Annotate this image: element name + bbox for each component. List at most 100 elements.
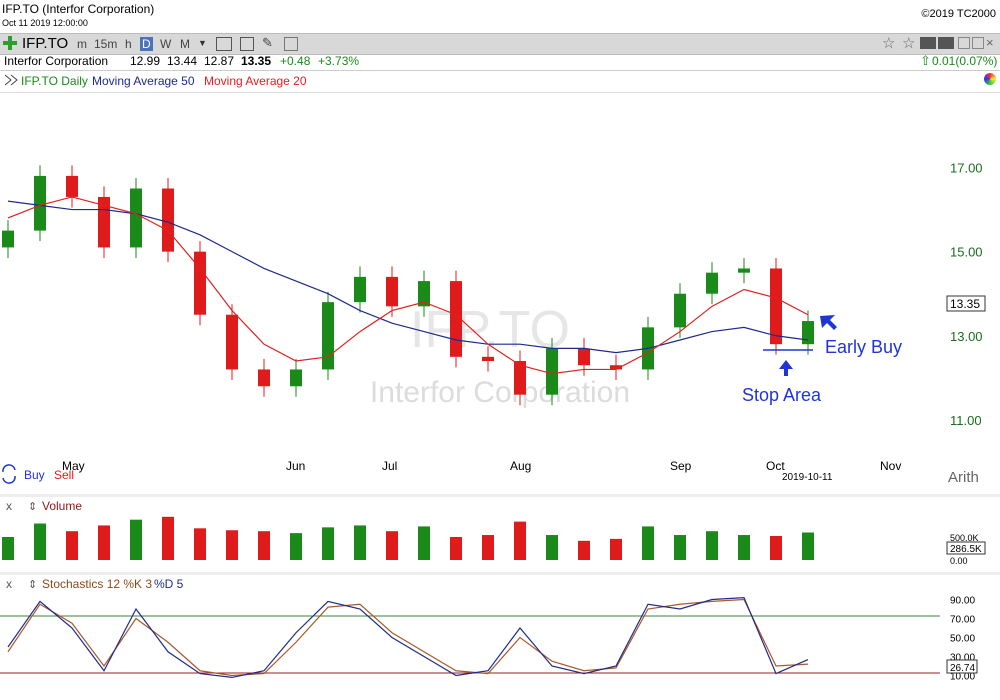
- color-palette-icon[interactable]: [984, 73, 996, 85]
- volume-bar: [802, 532, 814, 560]
- timeframe-dropdown-icon[interactable]: ▼: [198, 38, 207, 48]
- stoch-tick-label: 30.00: [950, 653, 975, 664]
- volume-bar: [386, 531, 398, 560]
- company-name: Interfor Corporation: [4, 54, 109, 68]
- candle-body: [674, 293, 686, 328]
- candle-body: [258, 369, 270, 387]
- time-tick-label: May: [62, 459, 85, 473]
- volume-bar: [354, 525, 366, 560]
- ma20-line: [7, 196, 809, 375]
- timeframe-m[interactable]: m: [77, 37, 87, 51]
- volume-bar: [226, 530, 238, 560]
- legend-bar: IFP.TO Daily Moving Average 50 Moving Av…: [0, 70, 1000, 93]
- maximize-icon[interactable]: [972, 37, 984, 49]
- candle-body: [2, 230, 14, 248]
- early-buy-label: Early Buy: [825, 337, 902, 357]
- stoch-k-line: [7, 596, 809, 679]
- candle-body: [354, 276, 366, 303]
- scan-icon[interactable]: [920, 37, 936, 49]
- right-change: 0.01(0.07%): [932, 54, 998, 68]
- volume-bar: [610, 538, 622, 560]
- sell-button[interactable]: Sell: [54, 468, 74, 482]
- price-tick-label: 17.00: [950, 160, 983, 175]
- chart-datetime: Oct 11 2019 12:00:00: [2, 18, 88, 28]
- timeframe-15m[interactable]: 15m: [94, 37, 118, 51]
- draw-icon[interactable]: ✎: [262, 35, 273, 50]
- early-buy-arrow: [820, 315, 837, 330]
- minimize-icon[interactable]: [958, 37, 970, 49]
- time-tick-label: Aug: [510, 459, 531, 473]
- candle-body: [290, 369, 302, 387]
- price-tick-label: 15.00: [950, 245, 983, 260]
- chart-title: IFP.TO (Interfor Corporation): [2, 2, 155, 16]
- stoch-current: 26.74: [950, 663, 975, 674]
- symbol-field[interactable]: IFP.TO: [22, 35, 69, 52]
- add-symbol-icon[interactable]: [3, 36, 17, 50]
- volume-bar: [130, 519, 142, 560]
- stoch-settings-icon[interactable]: ⇕: [28, 579, 37, 591]
- time-tick-label: Sep: [670, 459, 692, 473]
- volume-bar: [418, 526, 430, 560]
- volume-bar: [674, 535, 686, 560]
- quote-last: 13.35: [241, 54, 272, 68]
- text-icon[interactable]: [938, 37, 954, 49]
- volume-bar: [290, 533, 302, 560]
- buy-button[interactable]: Buy: [24, 468, 45, 482]
- volume-bar: [66, 531, 78, 560]
- date-tag: 2019-10-11: [782, 472, 833, 483]
- pane-divider[interactable]: [0, 494, 1000, 497]
- candle-body: [514, 361, 526, 395]
- stochastics-pane[interactable]: x ⇕ Stochastics 12 %K 3 %D 5 90.00 70.00 5…: [0, 575, 1000, 700]
- candle-body: [322, 302, 334, 370]
- grid-icon[interactable]: [240, 37, 254, 51]
- note-icon[interactable]: [284, 37, 298, 51]
- legend-ma20[interactable]: Moving Average 20: [204, 74, 307, 88]
- timeframe-h[interactable]: h: [125, 37, 132, 51]
- timeframe-d[interactable]: D: [140, 37, 153, 51]
- up-arrow-icon: ⇧: [920, 53, 931, 68]
- volume-close-button[interactable]: x: [6, 499, 12, 513]
- stoch-tick-label: 90.00: [950, 596, 975, 607]
- volume-bar: [738, 535, 750, 560]
- bar-type-icon[interactable]: [216, 37, 232, 51]
- volume-bar: [194, 528, 206, 560]
- candle-body: [610, 365, 622, 370]
- candle-body: [386, 276, 398, 307]
- quote-open: 12.99: [130, 54, 161, 68]
- volume-bar: [642, 526, 654, 560]
- time-tick-label: Nov: [880, 459, 901, 473]
- volume-bar: [546, 535, 558, 560]
- stoch-tick-label: 10.00: [950, 672, 975, 683]
- quote-bar: Interfor Corporation 12.99 13.44 12.87 1…: [0, 53, 1000, 71]
- price-tick-label: 11.00: [950, 413, 982, 428]
- candle-body: [418, 281, 430, 307]
- candle-body: [66, 175, 78, 197]
- ma50-line: [7, 200, 809, 354]
- candle-body: [578, 348, 590, 366]
- quote-change-pct: +3.73%: [318, 54, 360, 68]
- legend-ma50[interactable]: Moving Average 50: [92, 74, 195, 88]
- volume-axis-zero: 0.00: [950, 556, 968, 566]
- stop-area-arrow: [779, 360, 793, 376]
- alert-icon[interactable]: ☆: [902, 35, 916, 52]
- legend-toggle-icon[interactable]: [4, 74, 18, 89]
- stoch-close-button[interactable]: x: [6, 577, 12, 591]
- star-icon[interactable]: ☆: [882, 35, 896, 52]
- volume-bar: [578, 540, 590, 560]
- volume-bar: [2, 536, 14, 560]
- volume-settings-icon[interactable]: ⇕: [28, 501, 37, 513]
- stoch-tick-label: 50.00: [950, 634, 975, 645]
- quote-change: +0.48: [280, 54, 311, 68]
- buy-sell-icon[interactable]: [2, 464, 16, 484]
- pane-divider-2[interactable]: [0, 572, 1000, 575]
- volume-current: 286.5K: [950, 544, 982, 555]
- volume-pane[interactable]: x ⇕ Volume 500.0K 286.5K 0.00: [0, 497, 1000, 572]
- timeframe-month[interactable]: M: [180, 37, 190, 51]
- timeframe-w[interactable]: W: [160, 37, 172, 51]
- candle-body: [770, 268, 782, 345]
- scale-type-label[interactable]: Arith: [948, 469, 979, 486]
- toolbar: IFP.TO m 15m h D W M ▼ ✎ ☆ ☆ ×: [0, 33, 1000, 55]
- close-icon[interactable]: ×: [986, 35, 994, 50]
- price-chart[interactable]: IFP.TO Interfor Corporation 17.00 15.00 13…: [0, 92, 1000, 492]
- volume-bar: [770, 536, 782, 560]
